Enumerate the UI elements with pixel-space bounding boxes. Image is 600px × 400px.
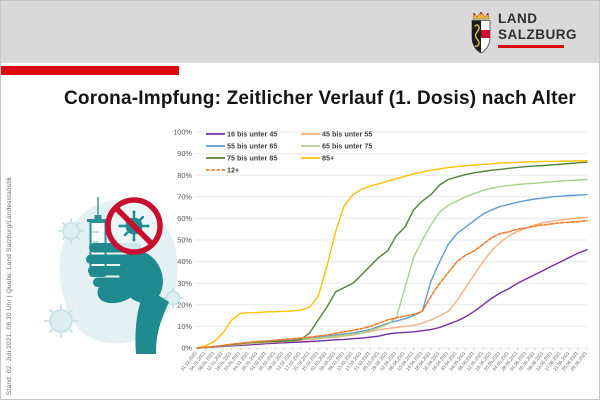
y-axis-label: 40% [177, 257, 192, 266]
vaccination-line-chart: 0%10%20%30%40%50%60%70%80%90%100%31.12.2… [173, 128, 588, 372]
legend-label: 75 bis unter 85 [227, 154, 277, 163]
series-line-45-bis-unter-55 [196, 216, 588, 349]
syringe-hand-no-virus-icon [44, 197, 184, 354]
logo-line1: LAND [498, 11, 538, 26]
y-axis-label: 70% [177, 192, 192, 201]
hand-icon [86, 243, 169, 354]
vaccination-illustration [39, 184, 189, 359]
series-line-12+ [196, 219, 588, 349]
salzburg-coat-of-arms-icon [471, 11, 491, 54]
legend-label: 12+ [227, 166, 239, 175]
page-title: Corona-Impfung: Zeitlicher Verlauf (1. D… [64, 88, 576, 109]
logo-line2: SALZBURG [498, 26, 577, 42]
y-axis-label: 50% [177, 236, 192, 245]
legend-label: 85+ [322, 154, 334, 163]
series-line-16-bis-unter-45 [196, 248, 588, 349]
red-accent-bar [1, 66, 179, 75]
no-virus-icon [105, 197, 163, 255]
chart-area: 0% 10% 20% 30% 40% 50% 60% 70% 80% 90% 100% 31.12.2… [159, 121, 595, 394]
y-axis-label: 30% [177, 279, 192, 288]
y-axis-label: 90% [177, 149, 192, 158]
legend-label: 16 bis unter 45 [227, 130, 277, 139]
header-band [1, 1, 599, 63]
legend-label: 65 bis unter 75 [322, 142, 372, 151]
y-axis-label: 60% [177, 214, 192, 223]
y-axis-label: 20% [177, 300, 192, 309]
y-axis-label: 80% [177, 171, 192, 180]
legend-label: 55 bis unter 65 [227, 142, 277, 151]
series-line-55-bis-unter-65 [196, 193, 588, 349]
series-line-85+ [196, 160, 588, 349]
land-salzburg-logo: LAND SALZBURG [470, 11, 577, 55]
logo-underline [498, 45, 564, 49]
y-axis-label: 0% [181, 344, 192, 353]
legend-label: 45 bis unter 55 [322, 130, 372, 139]
y-axis-label: 10% [177, 322, 192, 331]
y-axis-label: 100% [173, 128, 192, 137]
source-note: Stand: 02. Juli 2021, 08.30 Uhr | Quelle… [6, 176, 13, 395]
